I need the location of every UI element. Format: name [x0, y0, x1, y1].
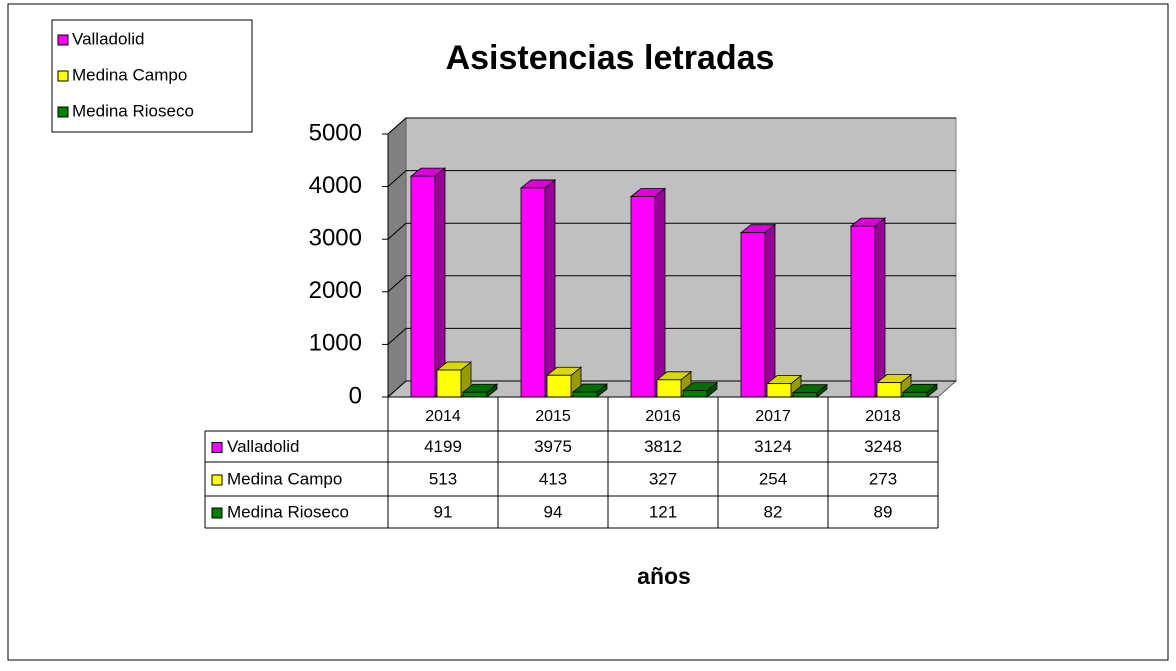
- bar: [682, 390, 708, 398]
- bar-side: [764, 223, 776, 398]
- bar: [546, 374, 572, 398]
- legend-box: [51, 19, 253, 133]
- bar: [850, 225, 876, 398]
- bar: [436, 369, 462, 398]
- bar: [656, 379, 682, 398]
- table-value: 254: [759, 469, 787, 488]
- bar-side: [544, 179, 556, 398]
- table-legend-key: [211, 474, 223, 486]
- legend: Valladolid Medina Campo Medina Rioseco: [51, 19, 253, 133]
- legend-label: Medina Campo: [72, 65, 187, 84]
- legend-key: [57, 70, 69, 82]
- table-value: 89: [874, 502, 893, 521]
- x-tick-label: 2015: [535, 408, 571, 425]
- table-value: 3248: [864, 437, 902, 456]
- y-tick-label: 0: [349, 382, 362, 409]
- bar: [520, 187, 546, 398]
- table-value: 4199: [424, 437, 462, 456]
- table-value: 413: [539, 469, 567, 488]
- bar-side: [434, 167, 446, 398]
- table-series-name: Medina Rioseco: [227, 502, 349, 521]
- x-axis-label: años: [637, 563, 691, 589]
- table-value: 327: [649, 469, 677, 488]
- table-value: 121: [649, 502, 677, 521]
- bar-side: [874, 217, 886, 398]
- x-tick-label: 2017: [755, 408, 791, 425]
- grid-line: [387, 117, 956, 135]
- bar: [876, 382, 902, 398]
- bar: [792, 392, 818, 398]
- table-value: 94: [544, 502, 563, 521]
- table-value: 91: [434, 502, 453, 521]
- bar: [572, 391, 598, 398]
- bar: [740, 232, 766, 398]
- legend-key: [57, 106, 69, 118]
- y-tick-label: 5000: [309, 119, 362, 146]
- data-table: [204, 396, 939, 529]
- table-series-name: Medina Campo: [227, 469, 342, 488]
- x-tick-label: 2018: [865, 408, 901, 425]
- legend-key: [57, 34, 69, 46]
- table-legend-key: [211, 507, 223, 519]
- grid-line: [387, 170, 956, 187]
- bar: [902, 391, 928, 398]
- table-value: 3975: [534, 437, 572, 456]
- legend-label: Valladolid: [72, 29, 144, 48]
- table-value: 3812: [644, 437, 682, 456]
- table-legend-key: [211, 442, 223, 453]
- x-tick-label: 2016: [645, 408, 681, 425]
- x-tick-label: 2014: [425, 408, 461, 425]
- table-value: 82: [764, 502, 783, 521]
- grid-line: [387, 222, 956, 240]
- y-tick-label: 2000: [309, 277, 362, 304]
- table-value: 513: [429, 469, 457, 488]
- y-tick-label: 3000: [309, 225, 362, 252]
- bar: [462, 391, 488, 398]
- chart-title: Asistencias letradas: [446, 39, 775, 77]
- table-value: 3124: [754, 437, 792, 456]
- bar: [766, 383, 792, 398]
- y-tick-label: 4000: [309, 172, 362, 199]
- bar: [410, 175, 436, 398]
- table-series-name: Valladolid: [227, 437, 299, 456]
- legend-label: Medina Rioseco: [72, 101, 194, 120]
- table-value: 273: [869, 469, 897, 488]
- bar-side: [654, 187, 666, 398]
- bar: [630, 196, 656, 398]
- side-wall: [387, 116, 407, 399]
- y-tick-label: 1000: [309, 330, 362, 357]
